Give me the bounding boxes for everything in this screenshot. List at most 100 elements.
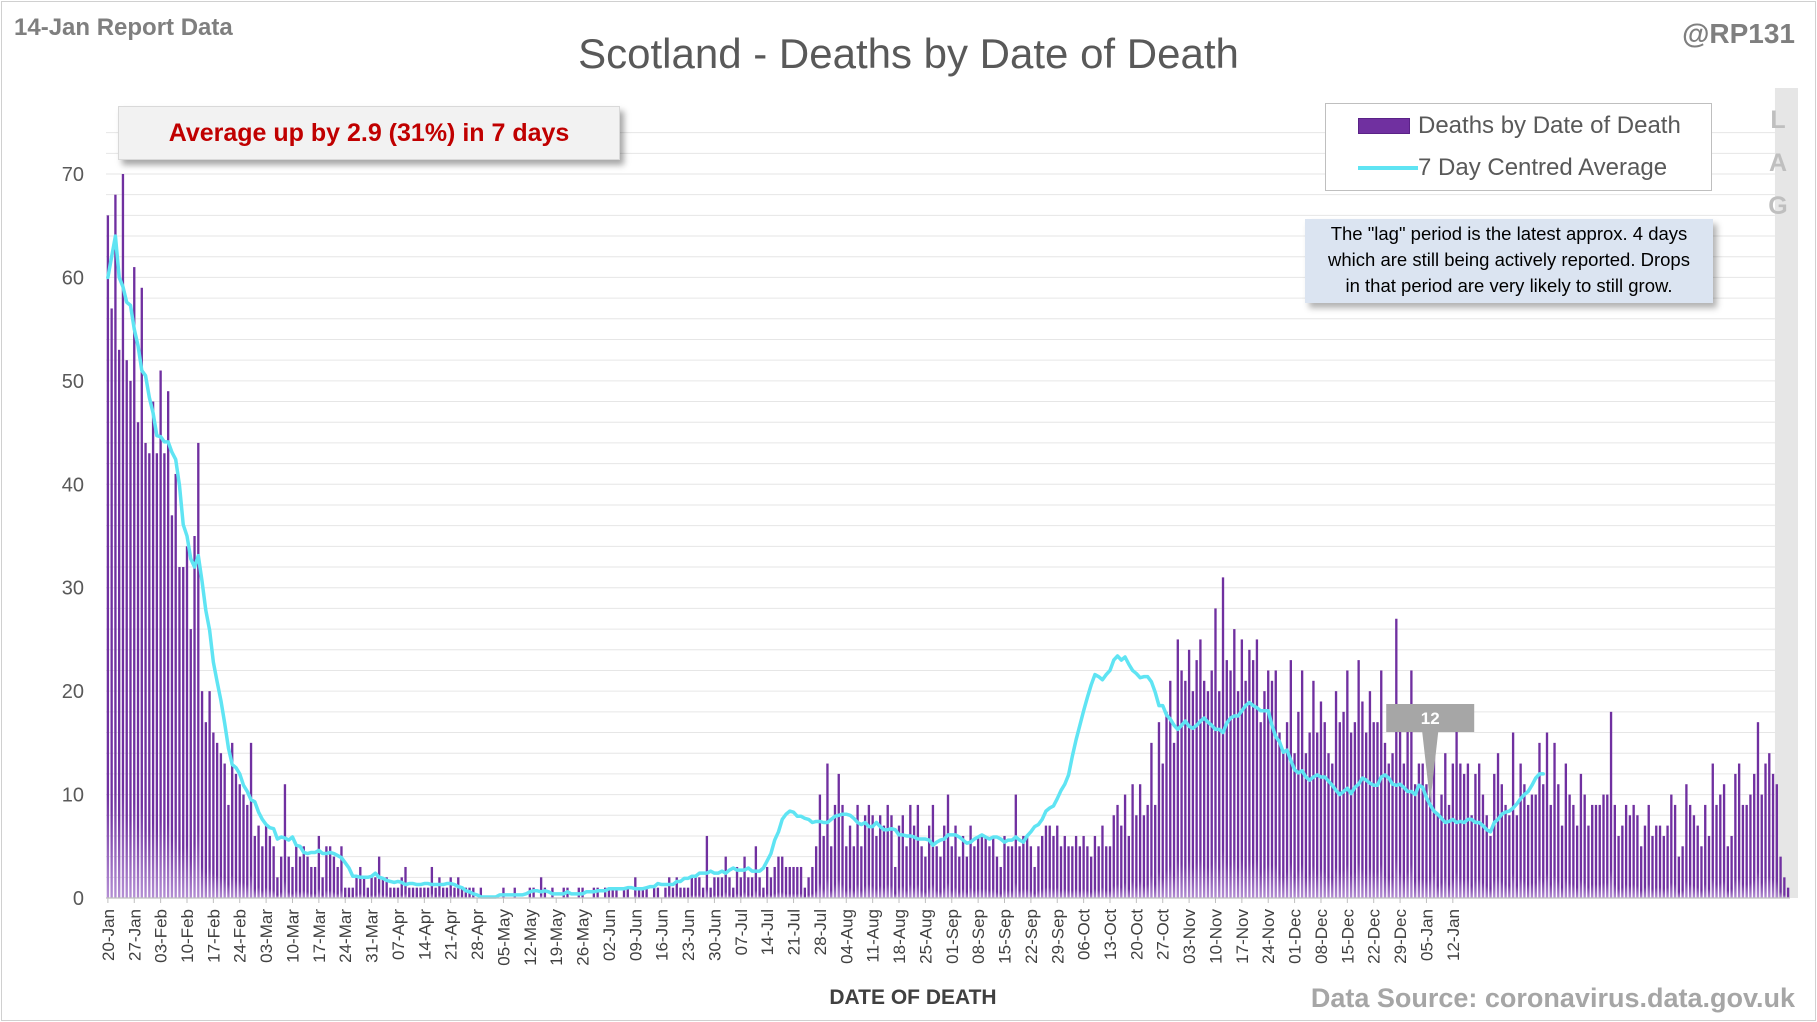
death-bar [1688, 804, 1692, 898]
death-bar [1041, 835, 1044, 898]
death-bar [1251, 660, 1255, 898]
death-bar [170, 515, 174, 898]
death-bar [238, 784, 241, 898]
death-bar [1365, 732, 1368, 898]
death-bar [1368, 691, 1372, 898]
death-bar [1523, 784, 1526, 898]
death-bar [1387, 763, 1390, 898]
x-tick-label: 06-Oct [1075, 909, 1094, 960]
legend-item-bars: Deaths by Date of Death [1358, 112, 1681, 140]
death-bar [321, 877, 324, 898]
death-bar [792, 866, 795, 898]
y-tick-label: 40 [62, 474, 84, 496]
death-bar [671, 887, 675, 898]
author-handle: @RP131 [1682, 18, 1795, 49]
death-bar [901, 815, 904, 898]
death-bar [1127, 835, 1130, 898]
death-bar [1101, 825, 1104, 898]
death-bar [1700, 846, 1703, 898]
x-tick-label: 14-Jul [758, 909, 777, 955]
death-bar [954, 825, 957, 898]
death-bar [1602, 794, 1605, 898]
death-bar [1142, 815, 1146, 898]
death-bar [366, 887, 369, 898]
death-bar [679, 887, 682, 898]
death-bar [837, 773, 840, 898]
death-bar [958, 856, 961, 898]
death-bar [249, 742, 253, 898]
death-bar [1304, 753, 1308, 898]
death-bar [1591, 804, 1594, 898]
death-bar [1715, 804, 1718, 898]
death-bar [155, 453, 159, 898]
lag-letter-a: A [1768, 149, 1788, 177]
death-bar [1274, 670, 1277, 898]
x-tick-label: 01-Sep [943, 909, 962, 964]
death-bar [762, 887, 765, 898]
death-bar [1195, 660, 1198, 898]
death-bar [1323, 722, 1326, 898]
x-tick-label: 07-Jul [732, 909, 751, 955]
death-bar [1218, 691, 1221, 898]
death-bar [223, 763, 226, 898]
death-bar [253, 835, 256, 898]
death-bar [359, 866, 362, 898]
death-bar [604, 887, 607, 898]
death-bar [1677, 856, 1681, 898]
death-bar [1496, 753, 1500, 898]
death-bar [882, 825, 886, 898]
death-bar [912, 825, 916, 898]
death-bar [1312, 680, 1315, 898]
death-bar [1568, 794, 1571, 898]
death-bar [1086, 846, 1089, 898]
death-bar [788, 866, 791, 898]
lag-letter-g: G [1768, 192, 1788, 220]
death-bar [159, 370, 162, 898]
death-bar [894, 866, 897, 898]
death-bar [464, 887, 467, 898]
death-bar [969, 825, 972, 898]
death-bar [999, 866, 1002, 898]
death-bar [1613, 804, 1616, 898]
death-bar [268, 835, 272, 898]
death-bar [1270, 680, 1274, 898]
death-bar [1511, 732, 1515, 898]
death-bar [1180, 670, 1183, 898]
death-bar [1421, 763, 1424, 898]
death-bar [1530, 794, 1534, 898]
line-swatch-icon [1358, 166, 1418, 170]
death-bar [1361, 701, 1364, 898]
death-bar [1300, 670, 1304, 898]
lag-note-line-3: in that period are very likely to still … [1345, 275, 1673, 296]
death-bar [1161, 763, 1164, 898]
death-bar [1515, 815, 1519, 898]
death-bar [845, 846, 848, 898]
death-bar [1327, 753, 1330, 898]
death-bar [1267, 670, 1270, 898]
death-bar [1338, 722, 1341, 898]
x-tick-label: 17-Mar [310, 909, 329, 963]
death-bar [1560, 825, 1564, 898]
death-bar [701, 887, 705, 898]
death-bar [1297, 711, 1300, 898]
death-bar [1760, 794, 1763, 898]
death-bar [1444, 753, 1447, 898]
death-bar [1436, 815, 1439, 898]
x-tick-label: 26-May [574, 909, 593, 966]
death-bar [1236, 691, 1240, 898]
x-tick-label: 15-Sep [996, 909, 1015, 964]
death-bar [1259, 722, 1262, 898]
death-bar [1282, 753, 1285, 898]
death-bar [1451, 763, 1454, 898]
death-bar [1003, 835, 1006, 898]
x-tick-label: 10-Feb [178, 909, 197, 963]
death-bar [1745, 804, 1748, 898]
death-bar [615, 887, 618, 898]
x-tick-label: 10-Nov [1206, 909, 1225, 964]
death-bar [393, 887, 396, 898]
death-bar [1749, 794, 1752, 898]
death-bar [1662, 835, 1665, 898]
death-bar [1606, 794, 1609, 898]
death-bar [961, 835, 965, 898]
death-bar [438, 877, 441, 898]
